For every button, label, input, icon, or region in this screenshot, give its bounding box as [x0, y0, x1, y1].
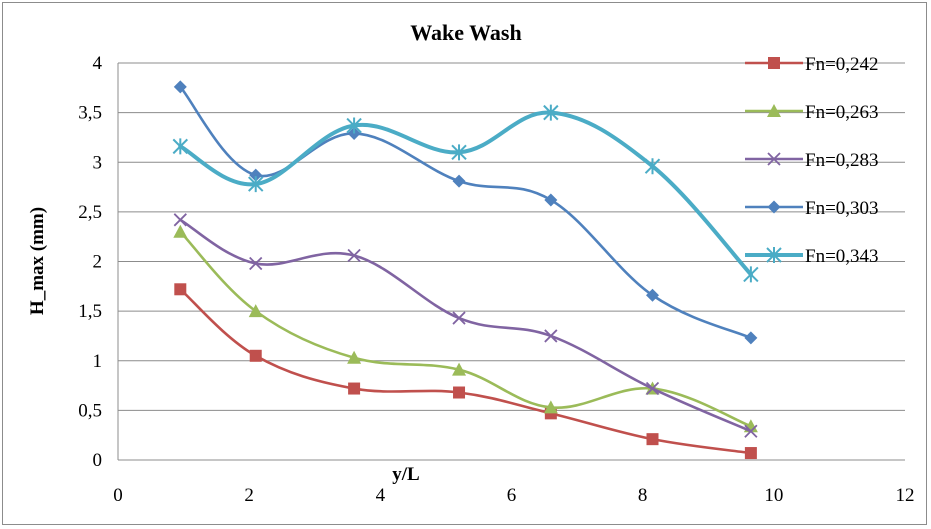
x-tick-label: 12	[896, 485, 915, 506]
chart-title: Wake Wash	[410, 20, 521, 45]
y-tick-label: 0	[93, 450, 103, 471]
y-tick-label: 3,5	[78, 103, 102, 124]
data-point	[544, 193, 558, 207]
data-point	[248, 304, 263, 318]
legend-label: Fn=0,303	[805, 198, 879, 219]
x-tick-label: 2	[244, 485, 254, 506]
y-tick-label: 1,5	[78, 301, 102, 322]
data-point	[347, 248, 361, 263]
data-point	[744, 447, 757, 460]
y-axis-title: H_max (mm)	[27, 207, 48, 315]
data-point	[544, 329, 558, 343]
series-line-3	[179, 218, 753, 433]
data-point	[543, 400, 558, 414]
legend-marker	[766, 247, 782, 263]
tick-labels: 0 0,5 1 1,5 2 2,5 3 3,5 4 0 2 4 6 8 10 12	[78, 53, 914, 506]
data-point	[452, 174, 466, 188]
data-point	[172, 138, 189, 155]
axes	[117, 63, 905, 461]
data-point	[173, 80, 187, 94]
data-point	[249, 349, 262, 362]
legend-marker	[767, 104, 781, 117]
y-tick-label: 1	[93, 351, 103, 372]
legend-marker	[767, 152, 781, 166]
x-tick-label: 6	[507, 485, 517, 506]
y-tick-label: 2	[93, 252, 103, 273]
data-point	[452, 362, 467, 376]
x-tick-label: 0	[113, 485, 123, 506]
x-tick-label: 4	[376, 485, 386, 506]
x-tick-label: 8	[638, 485, 648, 506]
data-point	[451, 144, 467, 161]
data-point	[644, 158, 661, 175]
data-point	[646, 288, 660, 302]
y-tick-label: 4	[93, 53, 103, 74]
data-point	[645, 381, 660, 396]
y-tick-label: 0,5	[78, 400, 102, 421]
data-point	[543, 104, 559, 121]
y-tick-label: 2,5	[78, 202, 102, 223]
legend-label: Fn=0,343	[805, 246, 879, 267]
data-point	[347, 350, 362, 364]
legend-label: Fn=0,242	[805, 54, 879, 75]
data-point	[744, 424, 758, 438]
legend-marker	[767, 200, 781, 214]
data-point	[174, 283, 187, 296]
data-point	[452, 311, 466, 325]
data-point	[348, 382, 361, 395]
legend-label: Fn=0,263	[805, 102, 879, 123]
data-point	[743, 266, 759, 283]
data-point	[249, 256, 263, 271]
series-layer	[172, 80, 759, 460]
legend-label: Fn=0,283	[805, 150, 879, 171]
data-point	[173, 224, 188, 238]
data-point	[346, 117, 362, 134]
data-point	[173, 213, 187, 227]
gridlines	[118, 62, 905, 411]
data-point	[646, 433, 659, 446]
x-tick-label: 10	[764, 485, 783, 506]
data-point	[453, 386, 466, 399]
data-point	[249, 168, 263, 182]
y-tick-label: 3	[93, 152, 103, 173]
legend: Fn=0,242 Fn=0,263 Fn=0,283 Fn=0,303 Fn=0,343	[745, 54, 879, 267]
x-axis-title: y/L	[392, 464, 419, 485]
series-line-2	[179, 230, 753, 428]
data-point	[248, 176, 264, 193]
legend-marker	[768, 57, 780, 69]
data-point	[744, 331, 758, 345]
series-line-5	[178, 110, 753, 277]
